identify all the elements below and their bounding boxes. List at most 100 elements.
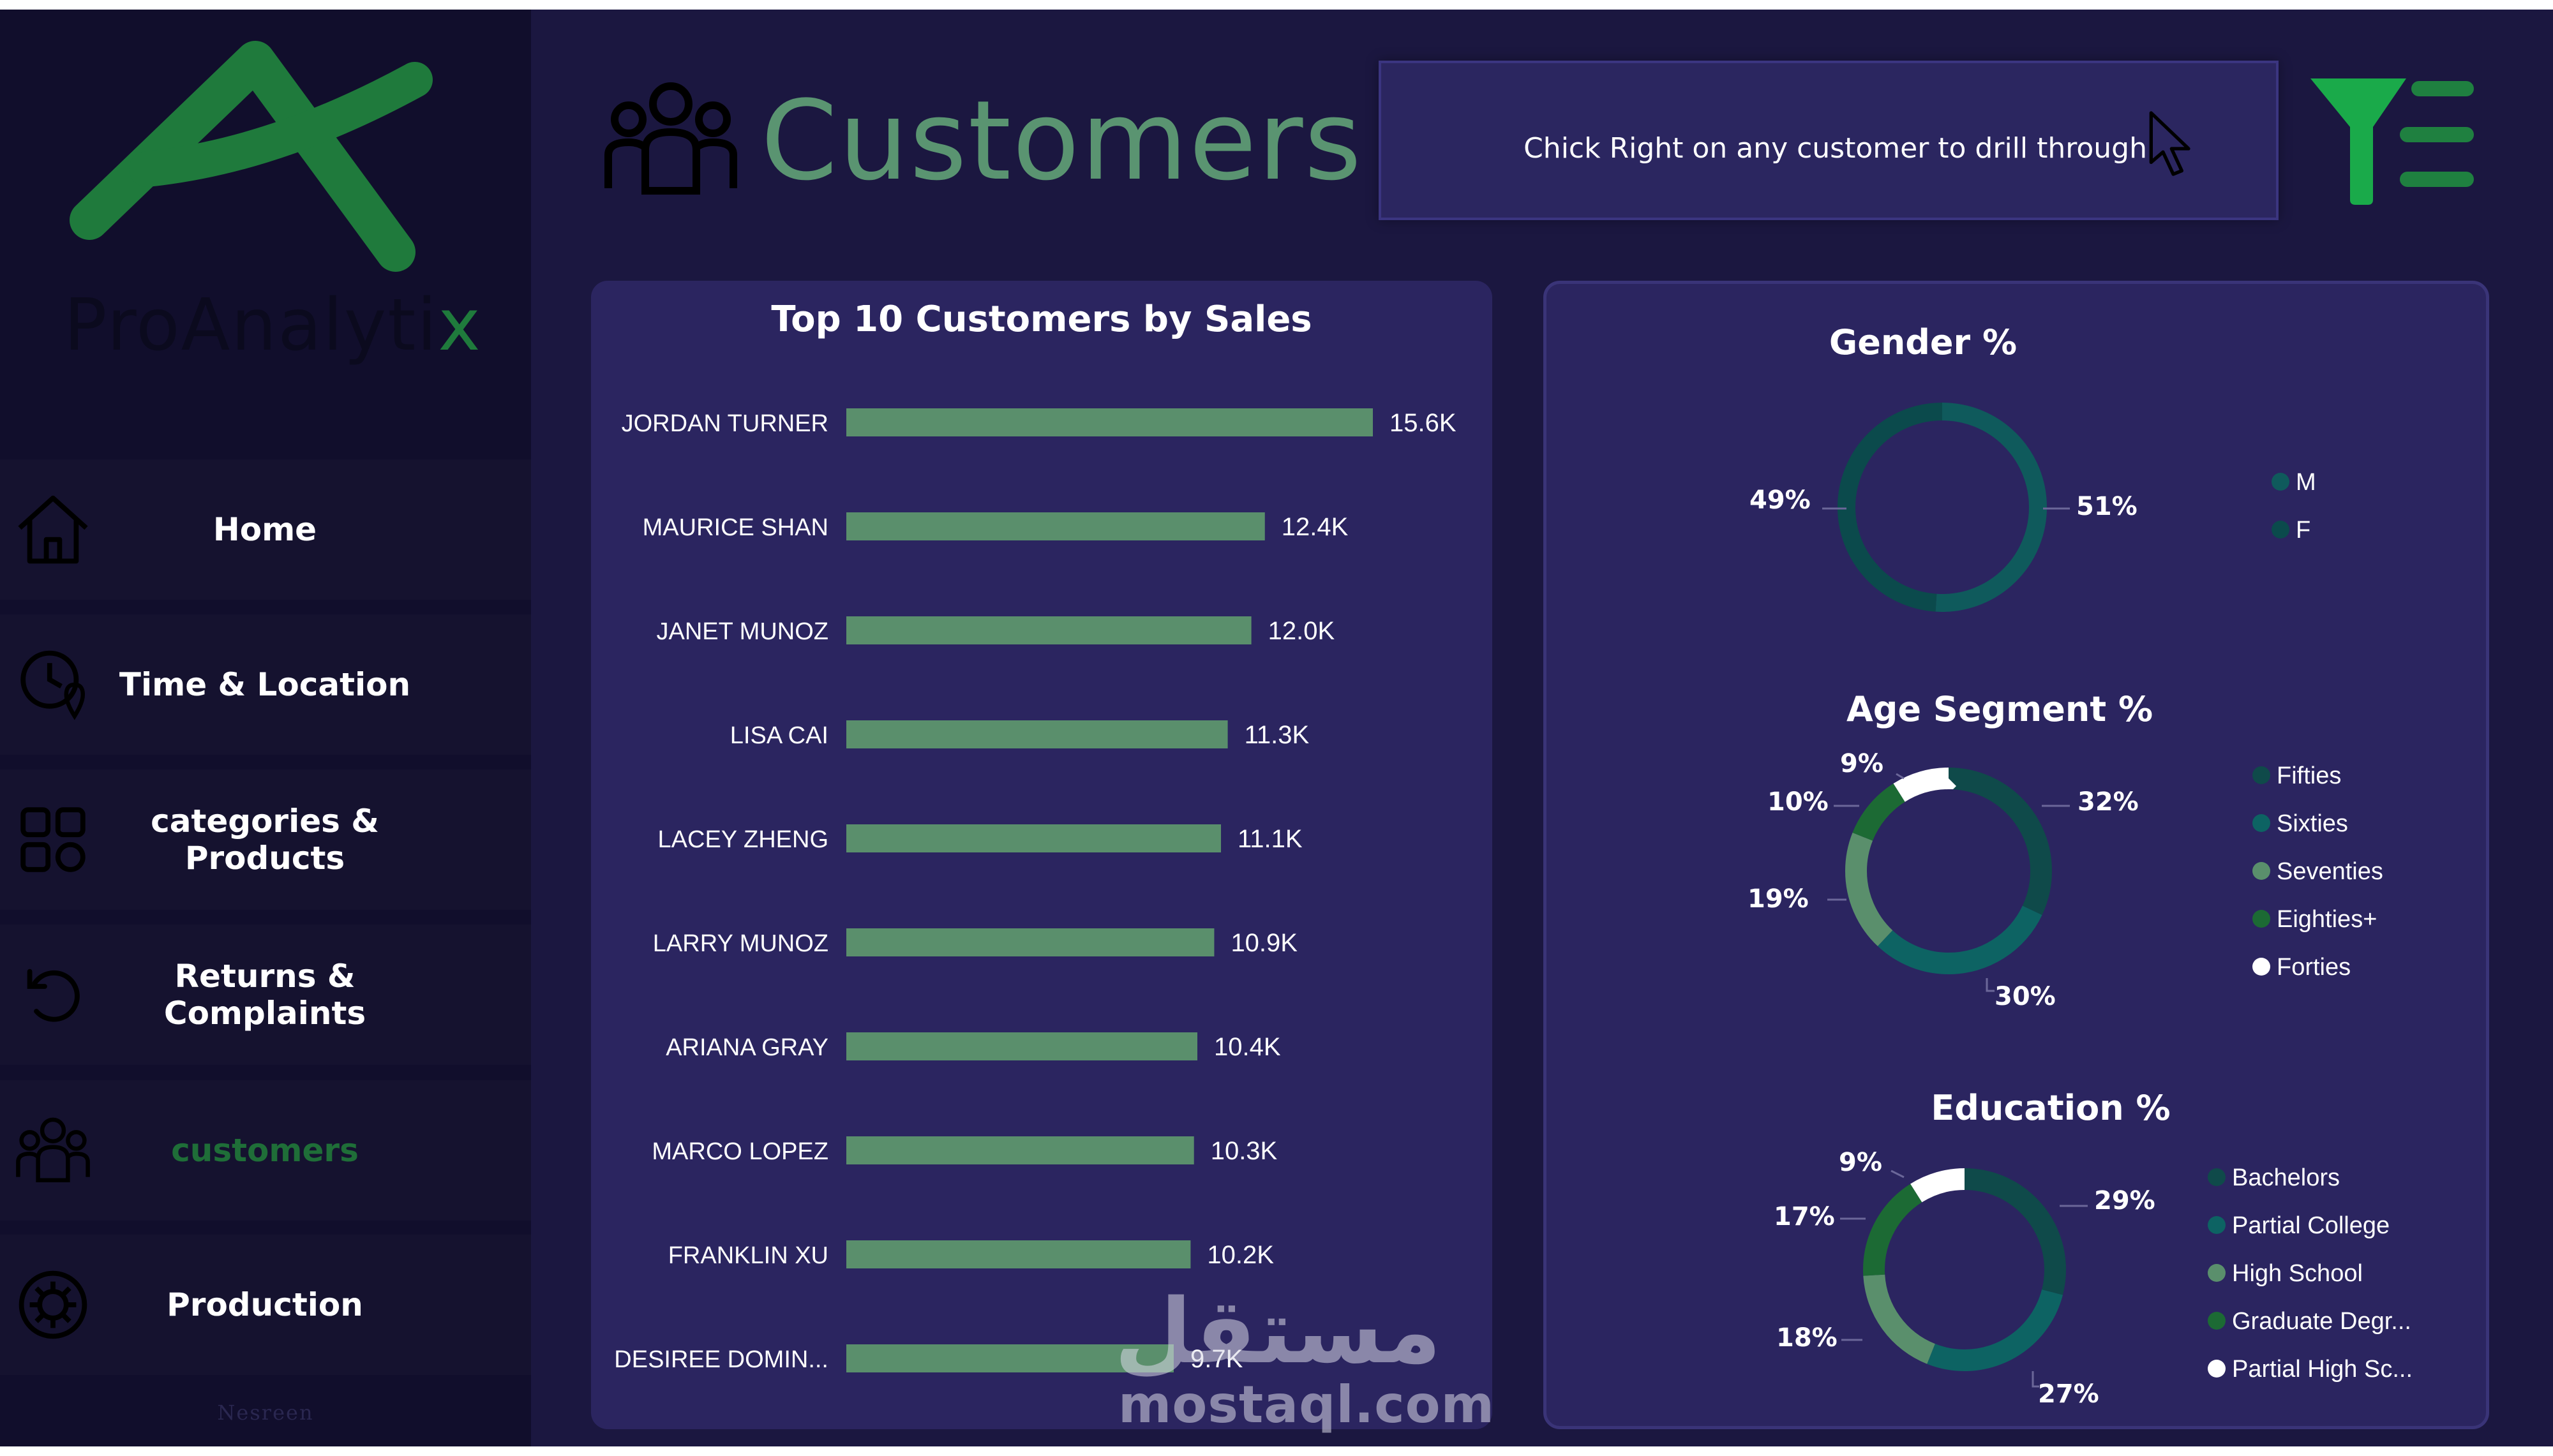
drill-through-hint: Chick Right on any customer to drill thr… (1379, 61, 2279, 220)
grid-icon (20, 807, 86, 872)
sidebar-item-label: Production (167, 1286, 363, 1323)
legend-marker (2208, 1312, 2226, 1330)
bar[interactable] (846, 928, 1215, 956)
legend-marker (2252, 766, 2270, 784)
donut-charts: 51% 49% MF 32% 30% 19% 10% 9% Fifties Sixties Seve… (1748, 403, 2413, 1409)
bar-value-label: 11.3K (1245, 721, 1310, 749)
legend-label[interactable]: Bachelors (2232, 1164, 2340, 1191)
sidebar-item-categories-products[interactable]: categories & Products (0, 769, 531, 910)
filter-icon[interactable] (2310, 75, 2476, 205)
bar[interactable] (846, 1344, 1174, 1372)
bar-value-label: 11.1K (1238, 825, 1303, 853)
return-icon (27, 969, 80, 1022)
donut-3: 29% 27% 18% 17%9% Bachelors Partial College Hi… (1774, 1148, 2413, 1409)
chart-title: Top 10 Customers by Sales (771, 299, 1312, 340)
bar[interactable] (846, 1240, 1191, 1268)
watermark-arabic-logo: مستقل (1114, 1280, 1441, 1384)
legend-marker (2252, 814, 2270, 832)
slice-label: 49% (1749, 486, 1811, 515)
donut-slice[interactable] (1838, 403, 2047, 612)
bar-value-label: 10.4K (1214, 1033, 1281, 1061)
legend-marker (2272, 521, 2289, 539)
bar-category-label: LARRY MUNOZ (653, 930, 828, 957)
bar[interactable] (846, 616, 1252, 644)
sidebar-item-production[interactable]: Production (0, 1235, 531, 1375)
bar-value-label: 9.7K (1190, 1345, 1243, 1373)
bar[interactable] (846, 408, 1373, 436)
slice-label: 19% (1748, 884, 1809, 914)
sidebar-item-label: Home (213, 511, 317, 548)
donut-slice[interactable] (1845, 768, 2052, 974)
legend-label[interactable]: Seventies (2277, 858, 2383, 885)
page-title: Customers (761, 77, 1363, 205)
sidebar-item-returns-complaints[interactable]: Returns & Complaints (0, 925, 531, 1065)
gear-icon (19, 1270, 87, 1339)
bar[interactable] (846, 1136, 1194, 1164)
bar-value-label: 10.2K (1207, 1241, 1274, 1269)
bar-value-label: 12.4K (1282, 513, 1349, 541)
slice-label: 27% (2038, 1379, 2099, 1409)
donut-slice[interactable] (1845, 768, 2052, 974)
slice-label: 51% (2076, 492, 2137, 521)
legend-label[interactable]: Graduate Degr... (2232, 1308, 2411, 1335)
bar[interactable] (846, 824, 1222, 852)
slice-label: 9% (1839, 1148, 1882, 1177)
bar-category-label: FRANKLIN XU (668, 1242, 828, 1269)
logo: ProAnalytix (0, 10, 531, 380)
bar-value-label: 15.6K (1389, 409, 1456, 437)
legend-label[interactable]: Sixties (2277, 810, 2348, 837)
legend-label[interactable]: Partial High Sc... (2232, 1356, 2413, 1383)
legend-label[interactable]: Fifties (2277, 762, 2341, 789)
legend-label[interactable]: M (2296, 469, 2316, 496)
donut-slice[interactable] (1863, 1168, 2066, 1371)
sidebar-item-label: Time & Location (119, 666, 411, 703)
leader-line (1890, 1170, 1905, 1178)
sidebar-item-time-location[interactable]: Time & Location (0, 614, 531, 755)
donut-slice[interactable] (1863, 1168, 2066, 1371)
sidebar-item-label: Returns & Complaints (163, 958, 366, 1032)
donut-slice[interactable] (1845, 768, 2052, 974)
logo-mark-icon (70, 41, 433, 272)
top-customers-chart: JORDAN TURNER 15.6K MAURICE SHAN 12.4K JANET… (614, 408, 1456, 1373)
donut-2: 32% 30% 19% 10% 9% Fifties Sixties Seventies Eig… (1748, 749, 2383, 1011)
bar-category-label: ARIANA GRAY (666, 1034, 828, 1061)
cursor-icon (2149, 111, 2190, 176)
sidebar-item-home[interactable]: Home (0, 459, 531, 600)
legend-label[interactable]: Eighties+ (2277, 906, 2377, 933)
legend-marker (2208, 1264, 2226, 1282)
bar-category-label: DESIREE DOMIN... (614, 1346, 828, 1373)
legend-label[interactable]: F (2296, 517, 2310, 544)
donut-slice[interactable] (1863, 1168, 2066, 1371)
legend-label[interactable]: Partial College (2232, 1212, 2390, 1239)
bar[interactable] (846, 1032, 1197, 1060)
clock-location-icon (20, 650, 86, 720)
bar[interactable] (846, 720, 1228, 748)
bar-value-label: 10.3K (1211, 1137, 1278, 1165)
leader-line (2032, 1371, 2039, 1388)
sidebar: ProAnalytix Home Time & Location categor… (0, 10, 531, 1446)
bar[interactable] (846, 512, 1265, 540)
legend-label[interactable]: Forties (2277, 954, 2351, 981)
age-chart-title: Age Segment % (1846, 689, 2153, 729)
bar-category-label: MAURICE SHAN (643, 514, 828, 541)
hint-text: Chick Right on any customer to drill thr… (1524, 132, 2147, 165)
author-name: Nesreen (217, 1400, 314, 1425)
customers-header-icon (604, 82, 737, 195)
leader-line (1896, 773, 1905, 780)
slice-label: 17% (1774, 1202, 1835, 1231)
bar-category-label: JANET MUNOZ (656, 618, 828, 645)
sidebar-item-customers[interactable]: customers (0, 1080, 531, 1221)
slice-label: 29% (2094, 1186, 2155, 1215)
sidebar-item-label: categories & Products (151, 803, 379, 877)
home-icon (18, 495, 88, 564)
legend-label[interactable]: High School (2232, 1260, 2363, 1287)
slice-label: 10% (1767, 787, 1829, 817)
svg-text:مستقل: مستقل (1118, 1286, 1437, 1381)
legend-marker (2252, 910, 2270, 928)
slice-label: 30% (1995, 982, 2056, 1011)
donut-1: 51% 49% MF (1749, 403, 2316, 612)
bar-value-label: 10.9K (1231, 929, 1298, 957)
education-chart-title: Education % (1931, 1088, 2171, 1128)
legend-marker (2208, 1216, 2226, 1234)
bar-category-label: LACEY ZHENG (658, 826, 828, 853)
